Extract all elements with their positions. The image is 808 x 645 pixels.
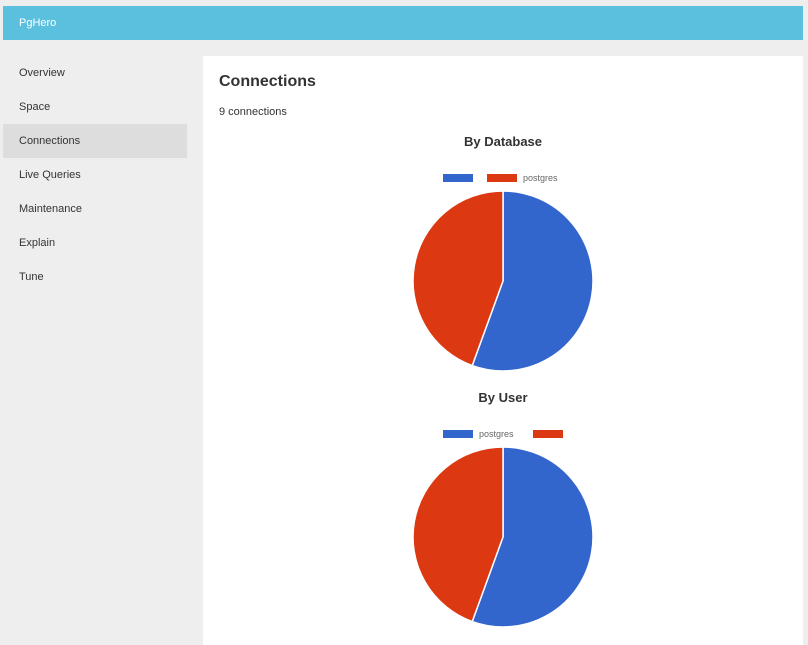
legend-swatch: [533, 430, 563, 438]
connection-count: 9 connections: [219, 106, 287, 118]
legend-swatch: [443, 430, 473, 438]
sidebar-item-overview[interactable]: Overview: [19, 67, 65, 79]
top-navbar: PgHero: [3, 6, 803, 40]
pie-slice-postgres[interactable]: [412, 190, 504, 367]
legend-item-unnamed-1: [443, 174, 473, 182]
sidebar-item-connections[interactable]: Connections: [3, 124, 187, 158]
legend-item-unnamed-2: [533, 430, 563, 438]
legend-item-postgres: postgres: [443, 429, 514, 439]
pie-chart-by-user: postgres: [412, 429, 594, 628]
sidebar-item-live-queries[interactable]: Live Queries: [19, 169, 81, 181]
pie-chart-by-database: postgres: [412, 173, 594, 372]
sidebar-item-maintenance[interactable]: Maintenance: [19, 203, 82, 215]
page-title: Connections: [219, 73, 316, 90]
sidebar-nav: Overview Space Connections Live Queries …: [3, 56, 187, 294]
brand-link[interactable]: PgHero: [19, 17, 57, 29]
chart-title-by-database: By Database: [463, 134, 543, 149]
legend-label: postgres: [523, 173, 558, 183]
chart-title-by-user: By User: [478, 390, 528, 405]
pie-slice-unnamed-1[interactable]: [471, 190, 594, 372]
pie-slice-postgres[interactable]: [471, 446, 594, 628]
sidebar-item-explain[interactable]: Explain: [19, 237, 56, 249]
legend-label: postgres: [479, 429, 514, 439]
main-content: Connections 9 connections By Database po…: [203, 56, 803, 645]
legend-swatch: [443, 174, 473, 182]
pie-slice-unnamed-2[interactable]: [412, 446, 504, 623]
legend-swatch: [487, 174, 517, 182]
sidebar-item-space[interactable]: Space: [19, 101, 51, 113]
sidebar-item-tune[interactable]: Tune: [19, 271, 44, 283]
legend-item-postgres: postgres: [487, 173, 558, 183]
